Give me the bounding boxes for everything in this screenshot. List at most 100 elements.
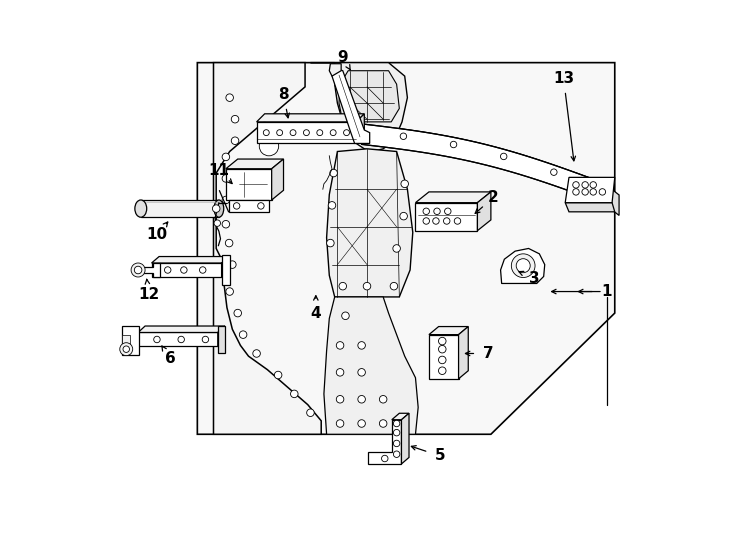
Circle shape [339,282,346,290]
Text: 7: 7 [483,346,493,361]
Circle shape [516,259,530,273]
Circle shape [393,429,400,436]
Circle shape [393,420,400,427]
Circle shape [379,420,387,427]
Polygon shape [401,413,409,464]
Circle shape [438,356,446,364]
Polygon shape [565,202,615,212]
Polygon shape [151,256,229,263]
Circle shape [252,350,261,357]
Polygon shape [565,177,615,202]
Circle shape [131,263,145,277]
Polygon shape [501,278,540,284]
Circle shape [212,205,220,212]
Circle shape [222,153,230,161]
Circle shape [239,331,247,339]
Polygon shape [197,63,615,434]
Circle shape [277,130,283,136]
Circle shape [225,239,233,247]
Circle shape [327,239,334,247]
Polygon shape [214,63,321,434]
Circle shape [358,369,366,376]
Circle shape [573,181,579,188]
Circle shape [231,137,239,145]
Circle shape [258,202,264,209]
Circle shape [401,180,409,187]
Polygon shape [226,159,283,168]
Text: 1: 1 [601,284,612,299]
Circle shape [390,282,398,290]
Circle shape [438,346,446,353]
Polygon shape [362,124,604,204]
Polygon shape [122,335,130,344]
Polygon shape [429,335,459,379]
Text: 3: 3 [528,271,539,286]
Circle shape [275,372,282,379]
Circle shape [438,367,446,375]
Circle shape [336,342,344,349]
Circle shape [363,282,371,290]
Circle shape [291,390,298,397]
Text: 9: 9 [338,50,348,65]
Polygon shape [222,256,229,277]
Text: 8: 8 [278,87,288,103]
Circle shape [330,130,336,136]
Polygon shape [133,263,159,277]
Polygon shape [368,420,401,464]
Circle shape [336,369,344,376]
Circle shape [423,208,429,214]
Circle shape [202,336,208,343]
Circle shape [222,220,230,228]
Polygon shape [415,202,477,231]
Text: 13: 13 [553,71,574,86]
Text: 10: 10 [146,227,167,242]
Circle shape [214,220,220,226]
Polygon shape [330,64,341,76]
Polygon shape [228,200,269,212]
Polygon shape [257,122,356,144]
Text: 4: 4 [310,306,321,321]
Circle shape [512,254,535,278]
Polygon shape [327,149,413,297]
Polygon shape [459,327,468,379]
Polygon shape [141,200,219,217]
Circle shape [590,188,597,195]
Circle shape [399,420,406,427]
Circle shape [445,208,451,214]
Circle shape [231,116,239,123]
Polygon shape [257,114,364,122]
Circle shape [400,133,407,139]
Circle shape [222,174,230,182]
Circle shape [303,130,309,136]
Circle shape [393,245,400,252]
Circle shape [434,208,440,214]
Circle shape [178,336,184,343]
Circle shape [234,309,241,317]
Ellipse shape [214,200,224,217]
Circle shape [454,218,461,224]
Circle shape [259,137,279,156]
Circle shape [393,440,400,447]
Circle shape [443,218,450,224]
Circle shape [200,267,206,273]
Polygon shape [415,192,491,202]
Polygon shape [604,183,619,215]
Polygon shape [356,114,364,144]
Text: 5: 5 [435,448,445,463]
Circle shape [153,336,160,343]
Polygon shape [218,326,225,353]
Polygon shape [222,255,230,285]
Circle shape [307,409,314,416]
Text: 6: 6 [165,352,175,366]
Polygon shape [501,248,545,284]
Polygon shape [122,326,139,355]
Circle shape [328,201,335,209]
Text: 11: 11 [208,163,230,178]
Text: 12: 12 [138,287,159,302]
Polygon shape [339,71,399,122]
Ellipse shape [135,200,147,217]
Circle shape [393,451,400,457]
Polygon shape [226,168,272,200]
Circle shape [228,261,236,268]
Circle shape [336,420,344,427]
